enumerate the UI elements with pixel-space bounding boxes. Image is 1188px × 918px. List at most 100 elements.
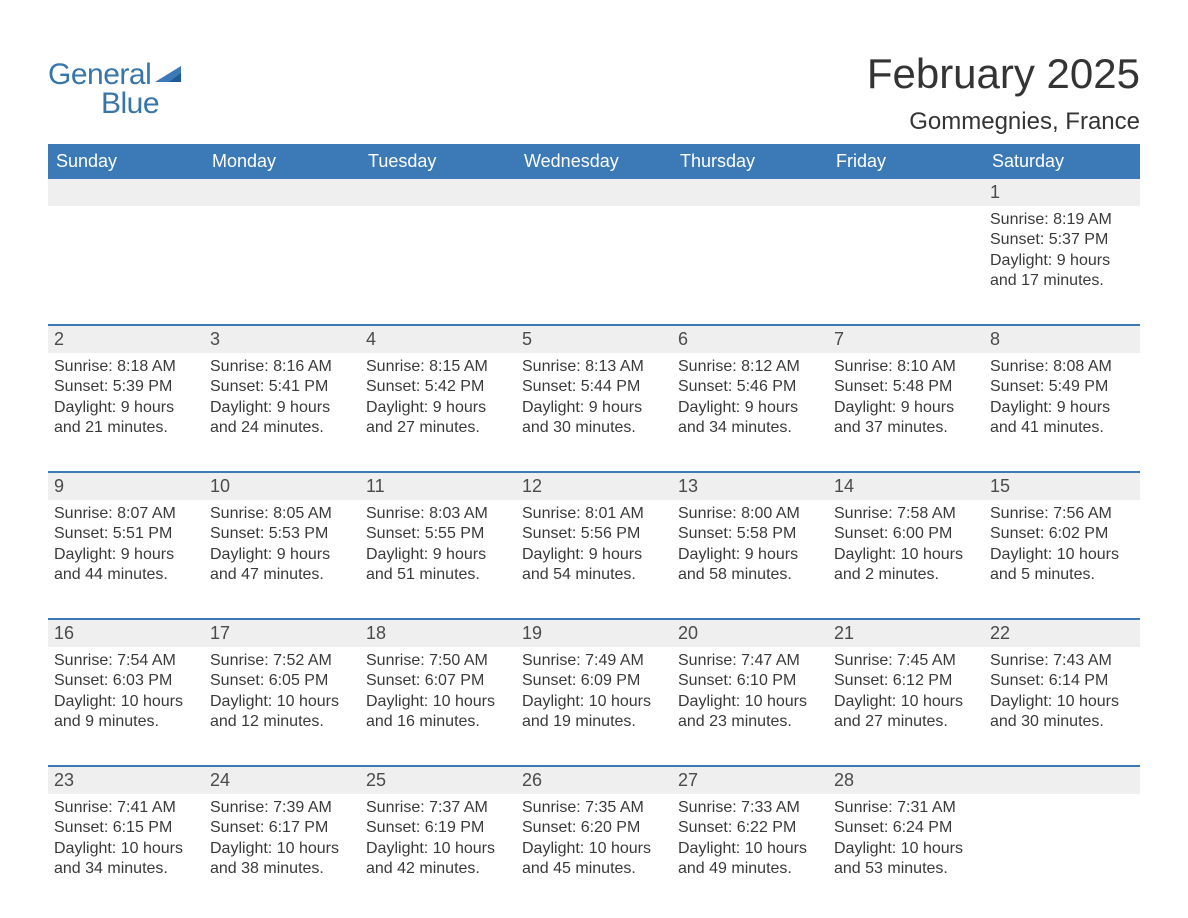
sunset-text: Sunset: 6:19 PM [366,818,510,838]
sunset-text: Sunset: 5:53 PM [210,524,354,544]
calendar-day: Sunrise: 7:31 AMSunset: 6:24 PMDaylight:… [828,794,984,894]
sunset-text: Sunset: 5:42 PM [366,377,510,397]
daylight-text: Daylight: 10 hours and 19 minutes. [522,692,666,733]
daylight-text: Daylight: 9 hours and 17 minutes. [990,251,1134,292]
day-number: 6 [672,326,828,353]
sunset-text: Sunset: 6:14 PM [990,671,1134,691]
day-number: 18 [360,620,516,647]
calendar-day-empty [984,794,1140,894]
sunset-text: Sunset: 6:12 PM [834,671,978,691]
daylight-text: Daylight: 9 hours and 24 minutes. [210,398,354,439]
calendar-day: Sunrise: 8:15 AMSunset: 5:42 PMDaylight:… [360,353,516,453]
day-number: 11 [360,473,516,500]
sunrise-text: Sunrise: 7:47 AM [678,651,822,671]
dow-wednesday: Wednesday [516,144,672,179]
daylight-text: Daylight: 9 hours and 54 minutes. [522,545,666,586]
sunrise-text: Sunrise: 8:12 AM [678,357,822,377]
day-number-row: 232425262728 [48,767,1140,794]
sunset-text: Sunset: 5:46 PM [678,377,822,397]
calendar-day: Sunrise: 7:47 AMSunset: 6:10 PMDaylight:… [672,647,828,747]
sunrise-text: Sunrise: 8:18 AM [54,357,198,377]
logo-text-blue: Blue [101,87,185,121]
daylight-text: Daylight: 10 hours and 16 minutes. [366,692,510,733]
day-number: 13 [672,473,828,500]
calendar-day: Sunrise: 8:16 AMSunset: 5:41 PMDaylight:… [204,353,360,453]
sunset-text: Sunset: 6:20 PM [522,818,666,838]
title-block: February 2025 Gommegnies, France [867,50,1140,136]
calendar-day: Sunrise: 7:58 AMSunset: 6:00 PMDaylight:… [828,500,984,600]
sunset-text: Sunset: 6:00 PM [834,524,978,544]
calendar-day: Sunrise: 8:03 AMSunset: 5:55 PMDaylight:… [360,500,516,600]
calendar-day: Sunrise: 8:13 AMSunset: 5:44 PMDaylight:… [516,353,672,453]
daylight-text: Daylight: 9 hours and 51 minutes. [366,545,510,586]
sunrise-text: Sunrise: 8:10 AM [834,357,978,377]
calendar-day: Sunrise: 7:37 AMSunset: 6:19 PMDaylight:… [360,794,516,894]
daylight-text: Daylight: 10 hours and 5 minutes. [990,545,1134,586]
day-number: 15 [984,473,1140,500]
sunset-text: Sunset: 5:51 PM [54,524,198,544]
calendar-day: Sunrise: 7:45 AMSunset: 6:12 PMDaylight:… [828,647,984,747]
day-number: 16 [48,620,204,647]
sunrise-text: Sunrise: 7:35 AM [522,798,666,818]
day-number: 24 [204,767,360,794]
calendar-day: Sunrise: 7:39 AMSunset: 6:17 PMDaylight:… [204,794,360,894]
daylight-text: Daylight: 9 hours and 27 minutes. [366,398,510,439]
sunrise-text: Sunrise: 7:31 AM [834,798,978,818]
day-number: 9 [48,473,204,500]
daylight-text: Daylight: 9 hours and 47 minutes. [210,545,354,586]
day-number: 8 [984,326,1140,353]
sunset-text: Sunset: 6:05 PM [210,671,354,691]
daylight-text: Daylight: 10 hours and 49 minutes. [678,839,822,880]
calendar-day: Sunrise: 8:18 AMSunset: 5:39 PMDaylight:… [48,353,204,453]
day-of-week-header: SundayMondayTuesdayWednesdayThursdayFrid… [48,144,1140,179]
calendar-day-empty [204,206,360,306]
calendar-day-empty [48,206,204,306]
location-label: Gommegnies, France [867,108,1140,136]
daylight-text: Daylight: 10 hours and 42 minutes. [366,839,510,880]
sunset-text: Sunset: 6:24 PM [834,818,978,838]
day-number: 19 [516,620,672,647]
header: General Blue February 2025 Gommegnies, F… [48,50,1140,136]
logo-triangle-icon [155,64,185,89]
daylight-text: Daylight: 9 hours and 37 minutes. [834,398,978,439]
daylight-text: Daylight: 9 hours and 21 minutes. [54,398,198,439]
sunset-text: Sunset: 6:22 PM [678,818,822,838]
calendar-day: Sunrise: 7:43 AMSunset: 6:14 PMDaylight:… [984,647,1140,747]
day-number-empty [204,179,360,206]
day-number: 3 [204,326,360,353]
sunset-text: Sunset: 6:17 PM [210,818,354,838]
day-number: 14 [828,473,984,500]
page-title: February 2025 [867,50,1140,98]
sunrise-text: Sunrise: 7:43 AM [990,651,1134,671]
calendar-body: 1Sunrise: 8:19 AMSunset: 5:37 PMDaylight… [48,179,1140,894]
day-number-empty [360,179,516,206]
calendar-day: Sunrise: 7:35 AMSunset: 6:20 PMDaylight:… [516,794,672,894]
day-number-row: 2345678 [48,326,1140,353]
sunrise-text: Sunrise: 7:49 AM [522,651,666,671]
daylight-text: Daylight: 10 hours and 45 minutes. [522,839,666,880]
daylight-text: Daylight: 10 hours and 2 minutes. [834,545,978,586]
sunrise-text: Sunrise: 7:41 AM [54,798,198,818]
sunset-text: Sunset: 5:56 PM [522,524,666,544]
sunrise-text: Sunrise: 8:05 AM [210,504,354,524]
dow-friday: Friday [828,144,984,179]
sunset-text: Sunset: 6:07 PM [366,671,510,691]
day-number: 20 [672,620,828,647]
daylight-text: Daylight: 10 hours and 30 minutes. [990,692,1134,733]
day-number: 1 [984,179,1140,206]
dow-monday: Monday [204,144,360,179]
day-number-row: 16171819202122 [48,620,1140,647]
sunrise-text: Sunrise: 7:56 AM [990,504,1134,524]
day-number: 23 [48,767,204,794]
dow-thursday: Thursday [672,144,828,179]
sunrise-text: Sunrise: 8:00 AM [678,504,822,524]
sunset-text: Sunset: 6:02 PM [990,524,1134,544]
daylight-text: Daylight: 9 hours and 58 minutes. [678,545,822,586]
calendar-day: Sunrise: 8:07 AMSunset: 5:51 PMDaylight:… [48,500,204,600]
sunset-text: Sunset: 6:09 PM [522,671,666,691]
daylight-text: Daylight: 9 hours and 41 minutes. [990,398,1134,439]
day-number: 5 [516,326,672,353]
day-number: 28 [828,767,984,794]
daylight-text: Daylight: 9 hours and 44 minutes. [54,545,198,586]
sunrise-text: Sunrise: 7:50 AM [366,651,510,671]
